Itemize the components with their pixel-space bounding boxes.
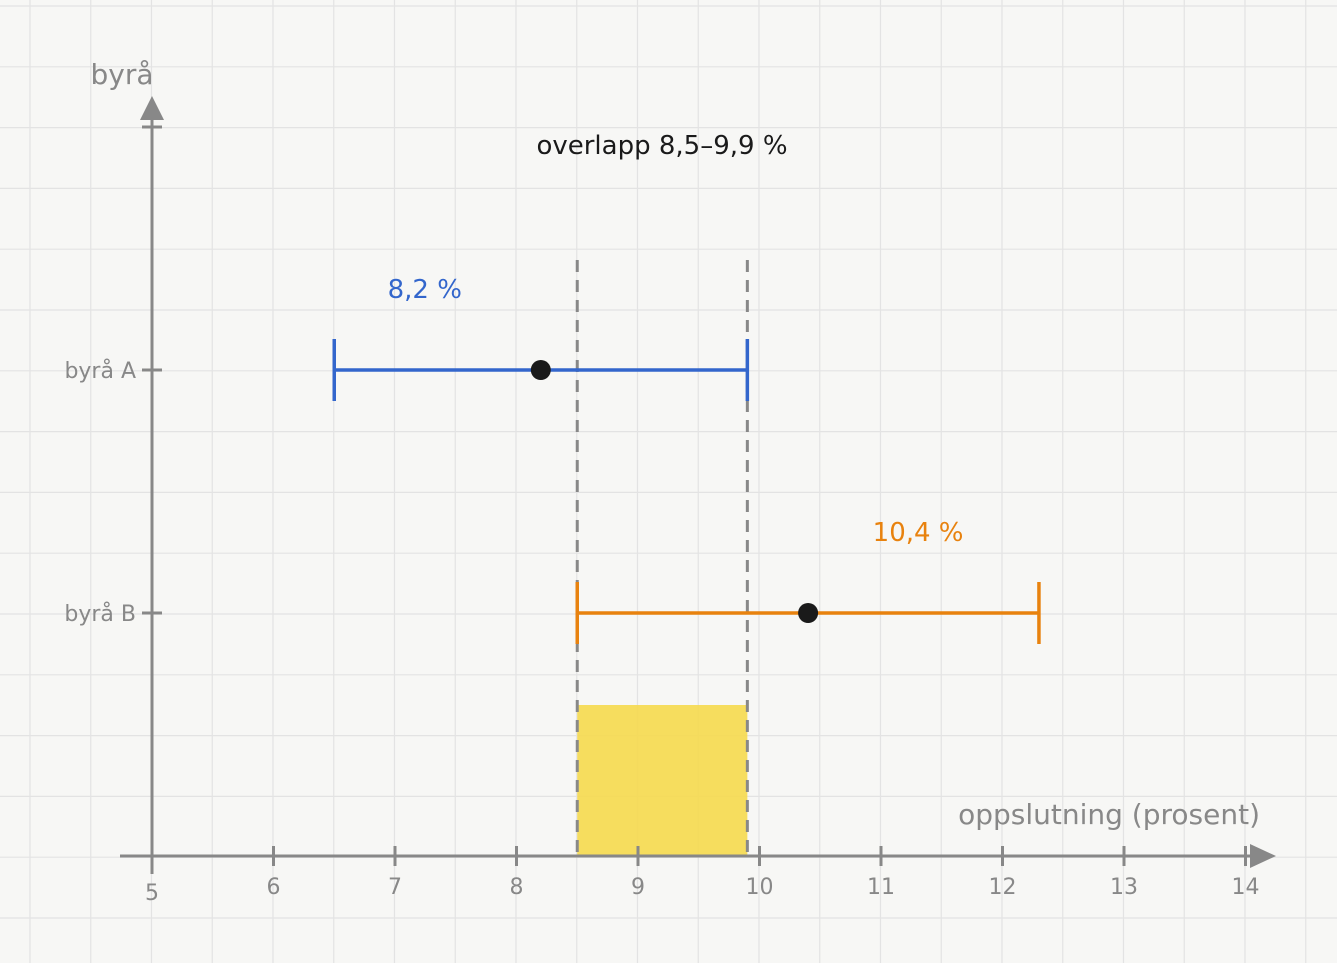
value-label: 8,2 % — [388, 275, 462, 305]
series-b: byrå B 10,4 % — [64, 518, 1041, 644]
axes — [120, 96, 1276, 874]
x-tick-label: 11 — [867, 875, 895, 900]
y-axis-title: byrå — [90, 58, 153, 91]
y-axis-arrow — [140, 96, 164, 120]
x-axis-arrow — [1250, 844, 1276, 868]
x-tick-label: 12 — [989, 875, 1017, 900]
x-tick-label: 9 — [631, 875, 645, 900]
value-label: 10,4 % — [873, 518, 964, 548]
x-tick-label: 6 — [267, 875, 281, 900]
x-tick-label: 14 — [1232, 875, 1260, 900]
y-category-label: byrå A — [64, 358, 136, 384]
series-a: byrå A 8,2 % — [64, 275, 750, 401]
point-estimate — [798, 603, 819, 623]
x-tick-label: 13 — [1110, 875, 1138, 900]
chart-title: overlapp 8,5–9,9 % — [536, 131, 787, 161]
overlap-region — [577, 705, 748, 856]
x-axis-title: oppslutning (prosent) — [958, 798, 1260, 831]
x-tick-label: 10 — [746, 875, 774, 900]
x-tick-label: 8 — [510, 875, 524, 900]
y-category-label: byrå B — [64, 601, 136, 627]
series: byrå A 8,2 % byrå B 10,4 % — [64, 275, 1041, 644]
x-ticks: 5 6 7 8 9 10 11 12 13 14 — [145, 846, 1260, 906]
point-estimate — [530, 360, 551, 380]
x-tick-label: 7 — [388, 875, 402, 900]
x-tick-label: 5 — [145, 881, 159, 906]
